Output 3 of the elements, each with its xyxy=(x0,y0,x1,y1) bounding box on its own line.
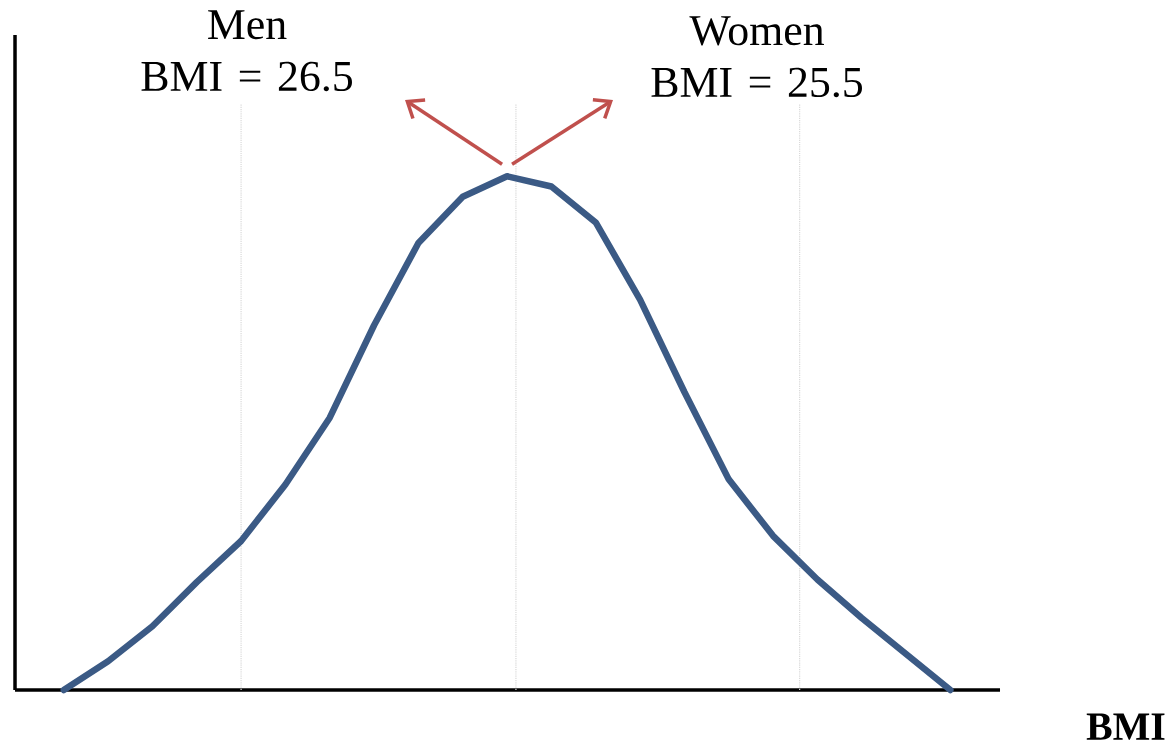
x-axis-title: BMI xyxy=(1086,713,1165,740)
text: Women BMI = 25.5 xyxy=(651,16,862,98)
text: Men BMI = 26.5 xyxy=(141,10,352,92)
